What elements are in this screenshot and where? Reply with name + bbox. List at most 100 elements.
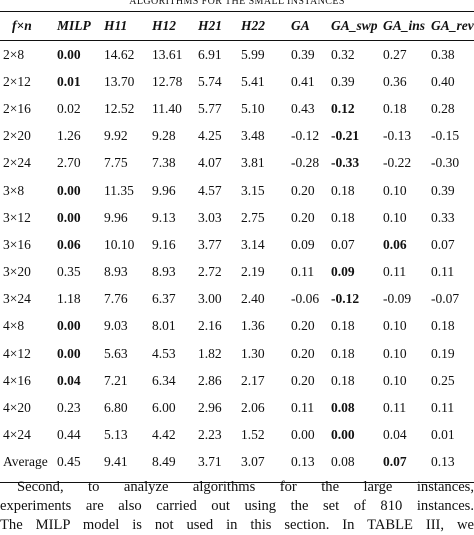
table-cell: 1.18 <box>57 291 81 307</box>
table-row: 3×12 0.00 9.96 9.13 3.03 2.75 0.20 0.18 0.10 0.33 <box>0 204 474 231</box>
table-cell: 11.35 <box>104 182 134 198</box>
table-cell: 0.11 <box>431 264 455 280</box>
table-cell: 12.52 <box>104 100 135 116</box>
table-cell: 14.62 <box>104 46 135 62</box>
table-cell: 0.10 <box>383 345 407 361</box>
table-cell: 5.77 <box>198 100 222 116</box>
table-cell: 6.34 <box>152 372 176 388</box>
row-label-cell: 3×20 <box>3 264 31 280</box>
table-cell: -0.12 <box>291 128 320 144</box>
table-cell: 1.52 <box>241 427 265 443</box>
table-cell: 0.12 <box>331 100 355 116</box>
table-cell: -0.12 <box>331 291 360 307</box>
table-cell: 0.10 <box>383 209 407 225</box>
table-cell: 2.75 <box>241 209 265 225</box>
table-cell: 0.18 <box>331 182 355 198</box>
table-cell: 0.18 <box>331 209 355 225</box>
paragraph-line: The MILP model is not used in this secti… <box>0 517 474 533</box>
table-cell: 0.18 <box>383 100 407 116</box>
table-cell: 3.71 <box>193 448 236 483</box>
table-cell: 0.25 <box>431 372 455 388</box>
table-body: 2×8 0.00 14.62 13.61 6.91 5.99 0.39 0.32 0.27 0.3… <box>0 41 474 483</box>
table-cell: 5.13 <box>104 427 128 443</box>
row-label-cell: Average <box>0 448 52 483</box>
table-cell: 0.43 <box>291 100 315 116</box>
table-cell: 6.37 <box>152 291 176 307</box>
table-header-row: f×n MILP H11 H12 H21 H22 GA GA_swp GA_ins GA_rev <box>0 11 474 41</box>
table-cell: 0.35 <box>57 264 81 280</box>
table-cell: 8.49 <box>147 448 193 483</box>
table-cell: 5.74 <box>198 73 222 89</box>
table-cell: 1.26 <box>57 128 81 144</box>
column-header: H22 <box>236 11 286 41</box>
table-cell: 8.93 <box>104 264 128 280</box>
table-cell: 0.07 <box>431 236 455 252</box>
table-cell: -0.09 <box>383 291 412 307</box>
table-row: 4×24 0.44 5.13 4.42 2.23 1.52 0.00 0.00 0.04 0.01 <box>0 422 474 449</box>
table-cell: 0.20 <box>291 318 315 334</box>
table-cell: -0.28 <box>291 155 320 171</box>
table-cell: 3.07 <box>236 448 286 483</box>
row-label-cell: 4×20 <box>3 400 31 416</box>
table-cell: 2.70 <box>57 155 81 171</box>
table-cell: 6.91 <box>198 46 222 62</box>
table-cell: 9.41 <box>99 448 147 483</box>
table-cell: 0.00 <box>57 318 81 334</box>
table-cell: 9.96 <box>104 209 128 225</box>
table-cell: 4.53 <box>152 345 176 361</box>
table-cell: 0.39 <box>291 46 315 62</box>
table-cell: 2.16 <box>198 318 222 334</box>
column-header: f×n <box>0 11 52 41</box>
table-cell: 1.30 <box>241 345 265 361</box>
table-cell: 0.04 <box>383 427 407 443</box>
table-cell: 0.10 <box>383 372 407 388</box>
table-cell: 13.61 <box>152 46 183 62</box>
table-cell: 12.78 <box>152 73 183 89</box>
table-cell: 0.00 <box>291 427 315 443</box>
table-row: 3×16 0.06 10.10 9.16 3.77 3.14 0.09 0.07 0.06 0.0… <box>0 231 474 258</box>
table-row: 2×20 1.26 9.92 9.28 4.25 3.48 -0.12 -0.21 -0.13 -… <box>0 123 474 150</box>
table-cell: 0.20 <box>291 372 315 388</box>
column-header: MILP <box>52 11 99 41</box>
table-cell: 4.25 <box>198 128 222 144</box>
table-cell: 0.20 <box>291 345 315 361</box>
table-cell: 0.18 <box>431 318 455 334</box>
body-paragraph: Second, to analyze algorithms for the la… <box>0 478 474 535</box>
table-row: 3×8 0.00 11.35 9.96 4.57 3.15 0.20 0.18 0.10 0.39 <box>0 177 474 204</box>
table-cell: 0.11 <box>291 264 315 280</box>
table-cell: 9.28 <box>152 128 176 144</box>
table-cell: 1.82 <box>198 345 222 361</box>
table-cell: 9.16 <box>152 236 176 252</box>
table-cell: 0.33 <box>431 209 455 225</box>
table-cell: 0.10 <box>383 182 407 198</box>
table-cell: 0.00 <box>57 182 81 198</box>
table-cell: 0.06 <box>383 236 407 252</box>
row-label-cell: 2×24 <box>3 155 31 171</box>
row-label-cell: 2×16 <box>3 100 31 116</box>
table-cell: 9.13 <box>152 209 176 225</box>
table-cell: 0.36 <box>383 73 407 89</box>
table-cell: 0.39 <box>331 73 355 89</box>
table-cell: 0.44 <box>57 427 81 443</box>
row-label-cell: 3×12 <box>3 209 31 225</box>
table-cell: 3.15 <box>241 182 265 198</box>
row-label-cell: 2×20 <box>3 128 31 144</box>
row-label-cell: 3×16 <box>3 236 31 252</box>
table-row: 3×24 1.18 7.76 6.37 3.00 2.40 -0.06 -0.12 -0.09 -… <box>0 286 474 313</box>
table-cell: 3.77 <box>198 236 222 252</box>
table-cell: 0.08 <box>331 400 355 416</box>
column-header: H21 <box>193 11 236 41</box>
table-cell: 7.21 <box>104 372 128 388</box>
table-cell: 3.00 <box>198 291 222 307</box>
table-cell: 0.38 <box>431 46 455 62</box>
table-cell: 0.18 <box>331 318 355 334</box>
table-cell: 0.01 <box>57 73 81 89</box>
paragraph-line: Second, to analyze algorithms for the la… <box>17 479 474 495</box>
table-cell: 0.20 <box>291 209 315 225</box>
table-cell: 0.10 <box>383 318 407 334</box>
column-header: GA <box>286 11 326 41</box>
table-cell: 6.80 <box>104 400 128 416</box>
table-cell: 0.09 <box>331 264 355 280</box>
table-row: 2×16 0.02 12.52 11.40 5.77 5.10 0.43 0.12 0.18 0.… <box>0 95 474 122</box>
table-cell: 0.09 <box>291 236 315 252</box>
